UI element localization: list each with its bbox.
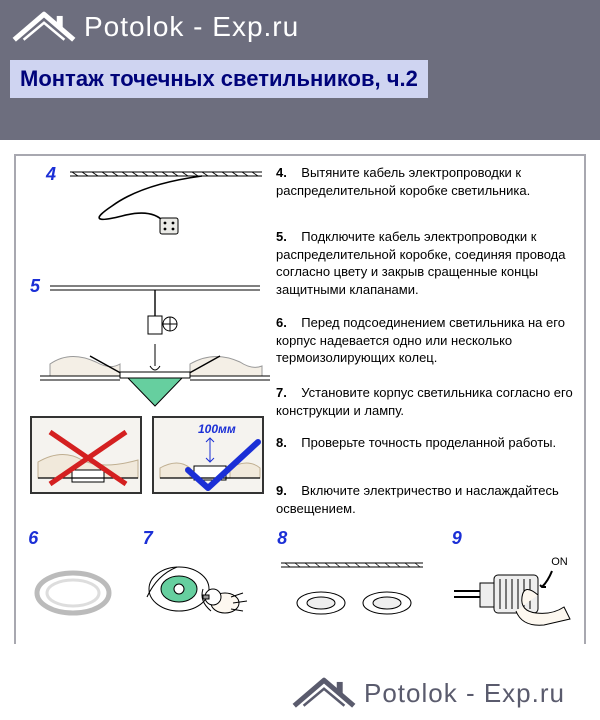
step-6-num: 6. <box>276 315 287 330</box>
figure-7: 7 <box>143 528 253 634</box>
page-header: Potolok - Exp.ru Монтаж точечных светиль… <box>0 0 600 140</box>
clearance-dimension: 100мм <box>198 422 236 436</box>
step-5-text: 5. Подключите кабель электропроводки к р… <box>276 228 576 298</box>
site-name-bottom: Potolok - Exp.ru <box>364 678 565 709</box>
step-4-text: 4. Вытяните кабель электропроводки к рас… <box>276 164 576 199</box>
step-5-body: Подключите кабель электропроводки к расп… <box>276 229 565 297</box>
step-8-text: 8. Проверьте точность проделанной работы… <box>276 434 576 452</box>
figure-9: 9 ON <box>452 528 572 634</box>
figure-5-illustration <box>30 266 270 416</box>
page-title: Монтаж точечных светильников, ч.2 <box>10 60 428 98</box>
site-name-top: Potolok - Exp.ru <box>84 11 299 43</box>
right-box: 100мм <box>152 416 264 494</box>
content-area: 4 5 <box>0 140 600 644</box>
step-6-text: 6. Перед подсоединением светильника на е… <box>276 314 576 367</box>
step-7-text: 7. Установите корпус светильника согласн… <box>276 384 576 419</box>
roof-logo-icon <box>290 670 358 716</box>
switch-on-label: ON <box>551 556 568 568</box>
brand-logo-bottom: Potolok - Exp.ru <box>290 670 565 716</box>
step-6-body: Перед подсоединением светильника на его … <box>276 315 565 365</box>
step-4-num: 4. <box>276 165 287 180</box>
wrong-box <box>30 416 142 494</box>
step-8-num: 8. <box>276 435 287 450</box>
figure-4-illustration <box>52 166 272 236</box>
step-8-body: Проверьте точность проделанной работы. <box>301 435 556 450</box>
step-7-body: Установите корпус светильника согласно е… <box>276 385 573 418</box>
step-9-body: Включите электричество и наслаждайтесь о… <box>276 483 559 516</box>
roof-logo-icon <box>10 4 78 50</box>
brand-logo-top: Potolok - Exp.ru <box>10 4 590 50</box>
thermal-ring-icon <box>28 553 118 623</box>
step-4-body: Вытяните кабель электропроводки к распре… <box>276 165 530 198</box>
figure-label-6: 6 <box>28 528 118 549</box>
figure-label-9: 9 <box>452 528 572 549</box>
clearance-comparison: 100мм <box>30 416 264 494</box>
figure-label-8: 8 <box>277 528 427 549</box>
instruction-panel: 4 5 <box>14 154 586 644</box>
step-7-num: 7. <box>276 385 287 400</box>
step-5-num: 5. <box>276 229 287 244</box>
figure-8: 8 <box>277 528 427 634</box>
figure-6: 6 <box>28 528 118 628</box>
figure-label-7: 7 <box>143 528 253 549</box>
step-9-num: 9. <box>276 483 287 498</box>
bottom-figure-row: 6 7 <box>16 528 584 634</box>
install-lamp-icon <box>143 553 253 629</box>
check-work-icon <box>277 553 427 629</box>
step-9-text: 9. Включите электричество и наслаждайтес… <box>276 482 576 517</box>
